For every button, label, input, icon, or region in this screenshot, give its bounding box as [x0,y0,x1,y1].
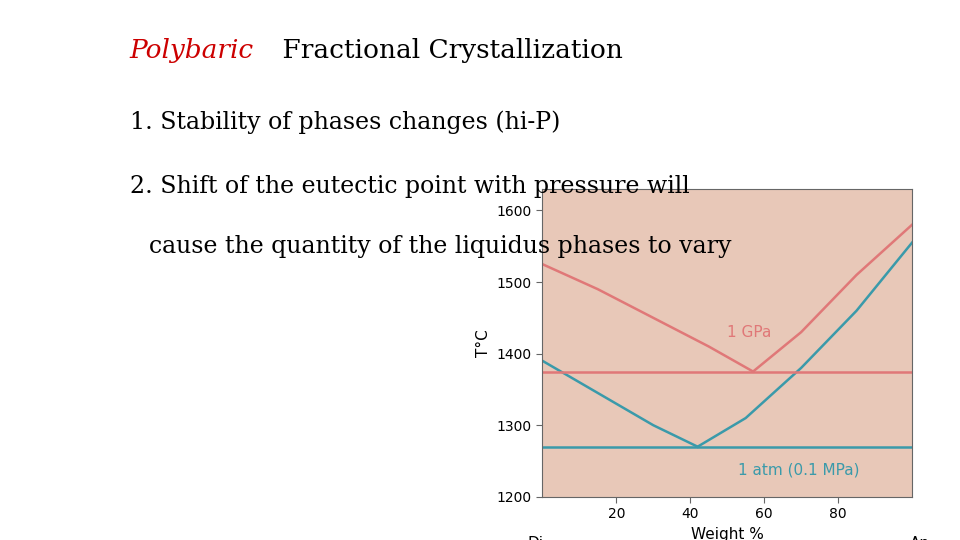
Text: cause the quantity of the liquidus phases to vary: cause the quantity of the liquidus phase… [149,235,732,258]
Text: 1 GPa: 1 GPa [728,325,772,340]
Text: 2. Shift of the eutectic point with pressure will: 2. Shift of the eutectic point with pres… [130,176,689,199]
Text: 1 atm (0.1 MPa): 1 atm (0.1 MPa) [738,462,860,477]
Y-axis label: T°C: T°C [476,329,492,357]
Text: 1. Stability of phases changes (hi-P): 1. Stability of phases changes (hi-P) [130,111,560,134]
Text: An: An [909,536,929,540]
Text: Polybaric: Polybaric [130,38,253,63]
X-axis label: Weight %: Weight % [691,527,763,540]
Text: Fractional Crystallization: Fractional Crystallization [274,38,622,63]
Text: Di: Di [527,536,543,540]
